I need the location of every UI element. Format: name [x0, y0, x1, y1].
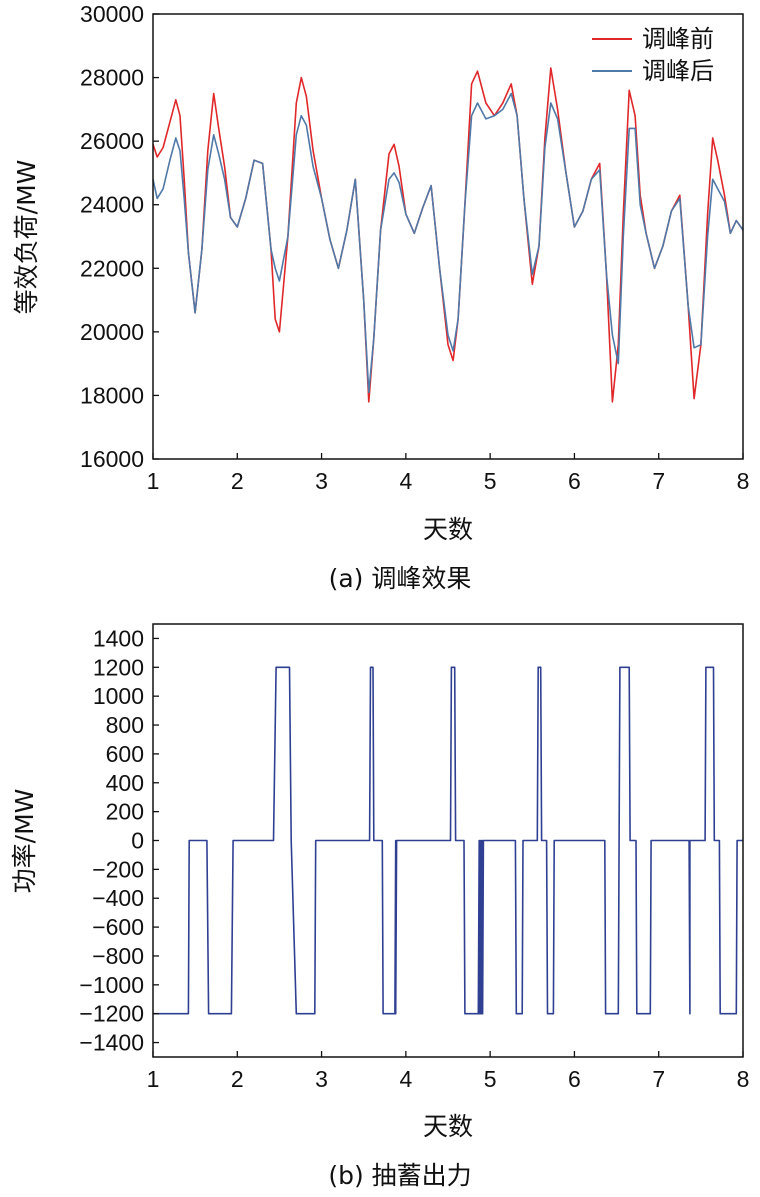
x-tick-label: 4: [399, 1066, 412, 1092]
y-tick-label: 24000: [80, 192, 144, 218]
y-tick-label: 0: [131, 828, 144, 854]
chart-a-legend: 调峰前 调峰后: [592, 25, 714, 85]
x-tick-label: 1: [147, 468, 160, 494]
y-tick-label: 30000: [80, 1, 144, 27]
x-tick-label: 3: [315, 468, 328, 494]
chart-b-x-axis-title: 天数: [423, 1112, 473, 1141]
y-tick-label: 26000: [80, 128, 144, 154]
y-tick-label: −1400: [79, 1030, 144, 1056]
chart-a-plot-frame: [152, 13, 744, 460]
chart-a-series-group: [152, 67, 744, 403]
x-tick-label: 4: [399, 468, 412, 494]
x-tick-label: 5: [484, 1066, 497, 1092]
y-tick-label: −400: [92, 885, 144, 911]
chart-a-series-line-0: [152, 67, 744, 403]
y-tick-label: −1000: [79, 972, 144, 998]
y-tick-label: −800: [92, 943, 144, 969]
x-tick-label: 8: [737, 1066, 750, 1092]
y-tick-label: 400: [106, 770, 144, 796]
chart-a-series-line-1: [152, 92, 744, 394]
chart-a-x-ticks: 1 2 3 4 5 6 7 8: [147, 453, 750, 494]
chart-a-caption: (a) 调峰效果: [329, 564, 472, 593]
y-tick-label: 22000: [80, 255, 144, 281]
y-tick-label: 20000: [80, 319, 144, 345]
y-tick-label: 800: [106, 712, 144, 738]
y-tick-label: 18000: [80, 382, 144, 408]
y-tick-label: −1200: [79, 1001, 144, 1027]
x-tick-label: 8: [737, 468, 750, 494]
chart-b-caption: (b) 抽蓄出力: [328, 1161, 471, 1190]
y-tick-label: 1000: [93, 683, 144, 709]
x-tick-label: 5: [484, 468, 497, 494]
x-tick-label: 7: [652, 468, 665, 494]
y-tick-label: 1400: [93, 625, 144, 651]
chart-a-x-axis-title: 天数: [423, 515, 473, 544]
chart-a-y-axis-title: 等效负荷/MW: [12, 160, 41, 315]
y-tick-label: 28000: [80, 65, 144, 91]
x-tick-label: 3: [315, 1066, 328, 1092]
legend-label-after: 调峰后: [642, 57, 714, 85]
chart-b-y-axis-title: 功率/MW: [10, 789, 39, 894]
y-tick-label: −600: [92, 914, 144, 940]
x-tick-label: 2: [231, 468, 244, 494]
x-tick-label: 2: [231, 1066, 244, 1092]
x-tick-label: 6: [568, 1066, 581, 1092]
x-tick-label: 1: [147, 1066, 160, 1092]
x-tick-label: 6: [568, 468, 581, 494]
chart-b-y-ticks: −1400 −1200 −1000 −800 −600 −400 −2000 200 400 60…: [79, 625, 159, 1056]
chart-a-y-ticks: 16000 18000 20000 22000 24000 26000 28000 30000: [80, 1, 159, 472]
chart-b-series-group: [153, 666, 743, 1015]
chart-b-pumped-storage-output: 1 2 3 4 5 6 7 8 −1400 −1200 −1000 −800 −600 −400 −200…: [10, 623, 750, 1190]
y-tick-label: 600: [106, 741, 144, 767]
legend-label-before: 调峰前: [642, 25, 714, 53]
chart-a-peak-shaving-effect: 1 2 3 4 5 6 7 8 16000 18000 20000 22000 24000 26000 2…: [12, 1, 749, 593]
chart-b-series-line-0: [153, 666, 743, 1015]
y-tick-label: 16000: [80, 446, 144, 472]
y-tick-label: −200: [92, 856, 144, 882]
y-tick-label: 1200: [93, 654, 144, 680]
y-tick-label: 200: [106, 799, 144, 825]
x-tick-label: 7: [652, 1066, 665, 1092]
chart-b-x-ticks: 1 2 3 4 5 6 7 8: [147, 1051, 750, 1092]
